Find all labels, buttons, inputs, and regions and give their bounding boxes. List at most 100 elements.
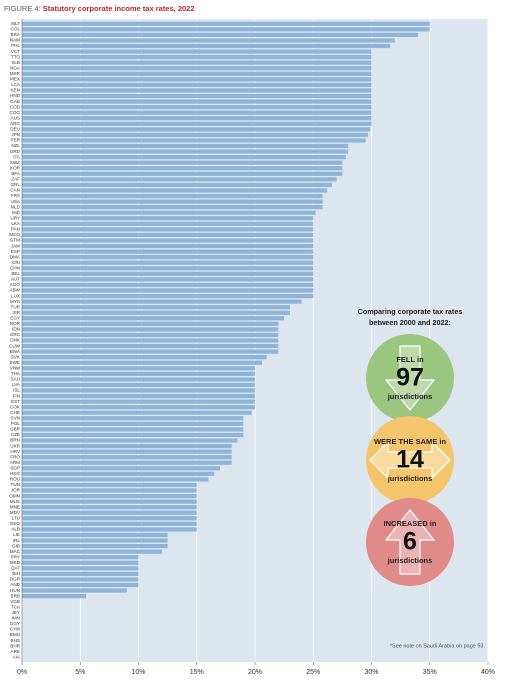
bar: [22, 527, 197, 532]
bar: [22, 116, 372, 121]
bar: [22, 238, 314, 243]
bar: [22, 182, 332, 188]
bar: [22, 505, 197, 510]
y-tick-label: LVA: [12, 382, 21, 387]
bar: [22, 93, 372, 99]
y-tick-label: CHE: [10, 410, 20, 415]
bar: [22, 105, 372, 110]
y-tick-label: MCO: [9, 232, 20, 237]
y-tick-label: PRY: [11, 554, 20, 559]
bar: [22, 421, 244, 426]
bar: [22, 216, 314, 221]
y-tick-label: SWE: [10, 360, 20, 365]
bar: [22, 393, 255, 399]
y-tick-label: IRL: [13, 538, 21, 543]
bar: [22, 60, 372, 65]
bar: [22, 443, 232, 449]
y-tick-label: BWA: [10, 349, 21, 354]
y-tick-label: TCA: [11, 604, 21, 609]
y-tick-label: JPN: [11, 132, 20, 137]
bar: [22, 49, 372, 54]
bar: [22, 243, 314, 249]
bar: [22, 338, 279, 343]
bar: [22, 177, 337, 182]
bar: [22, 143, 349, 149]
bar: [22, 82, 372, 88]
bar: [22, 310, 290, 315]
y-tick-label: BFA: [11, 171, 21, 176]
y-tick-label: GIB: [12, 543, 20, 548]
bar: [22, 188, 328, 193]
y-tick-label: VGB: [10, 599, 20, 604]
y-tick-label: GRC: [10, 332, 21, 337]
y-tick-label: HND: [10, 93, 21, 98]
y-tick-label: SLB: [11, 60, 20, 65]
y-tick-label: AUT: [11, 277, 20, 282]
badge-count: 14: [396, 446, 424, 474]
y-tick-label: TUR: [11, 304, 21, 309]
y-tick-label: MLT: [11, 21, 20, 26]
y-tick-label: NAM: [10, 38, 20, 43]
y-tick-label: NGA: [10, 65, 21, 70]
bar: [22, 521, 197, 526]
arrow-icon: [384, 509, 436, 575]
y-tick-label: COD: [10, 104, 21, 109]
badge-unit: jurisdictions: [387, 556, 433, 565]
y-tick-label: IMN: [12, 616, 20, 621]
y-tick-label: IND: [12, 210, 21, 215]
y-tick-label: PAN: [11, 227, 20, 232]
bar: [22, 549, 162, 554]
y-tick-label: MUS: [10, 499, 20, 504]
y-tick-label: USA: [11, 199, 21, 204]
y-tick-label: BHR: [10, 643, 20, 648]
badge-label: WERE THE SAME in: [374, 437, 447, 446]
y-tick-label: JEY: [12, 610, 20, 615]
bar: [22, 416, 244, 421]
y-tick-label: FIN: [13, 393, 20, 398]
bar: [22, 477, 209, 482]
y-tick-label: ESP: [11, 249, 20, 254]
y-tick-label: PHL: [11, 43, 20, 48]
bar: [22, 388, 255, 393]
circle-badge: [366, 334, 454, 422]
y-tick-label: BGR: [10, 577, 21, 582]
y-tick-label: SGP: [10, 466, 20, 471]
y-tick-label: ITA: [13, 154, 21, 159]
circle-badge: [366, 498, 454, 586]
y-tick-label: SVK: [11, 354, 21, 359]
y-tick-label: LIE: [13, 532, 20, 537]
bar: [22, 532, 168, 538]
bar: [22, 255, 314, 260]
arrow-icon: [384, 345, 436, 411]
y-tick-label: SAU: [11, 377, 20, 382]
y-tick-label: THA: [11, 371, 21, 376]
y-tick-label: LUX: [11, 293, 20, 298]
y-tick-label: COG: [10, 110, 21, 115]
bar: [22, 371, 255, 376]
y-tick-label: PER: [11, 138, 21, 143]
bar: [22, 77, 372, 82]
x-tick-label: 35%: [423, 669, 437, 676]
y-tick-label: ARG: [10, 121, 20, 126]
bar: [22, 516, 197, 521]
y-tick-label: HUN: [10, 588, 20, 593]
y-tick-label: AGO: [10, 282, 21, 287]
y-tick-label: GRL: [11, 182, 21, 187]
y-tick-label: CYM: [10, 627, 20, 632]
y-tick-label: ABW: [10, 288, 21, 293]
y-tick-label: CUW: [9, 343, 21, 348]
bar: [22, 455, 232, 460]
y-tick-label: EGY: [10, 315, 20, 320]
bar: [22, 327, 279, 332]
bar: [22, 232, 314, 238]
y-tick-label: FRO: [10, 454, 20, 459]
bar: [22, 282, 314, 288]
bar: [22, 316, 285, 321]
x-tick-label: 25%: [306, 669, 320, 676]
footnote: *See note on Saudi Arabia on page 53.: [390, 643, 486, 649]
badge-unit: jurisdictions: [387, 474, 433, 483]
y-tick-label: IDN: [12, 327, 20, 332]
y-tick-label: EST: [11, 399, 20, 404]
y-tick-label: GRD: [10, 149, 21, 154]
bar: [22, 171, 343, 176]
